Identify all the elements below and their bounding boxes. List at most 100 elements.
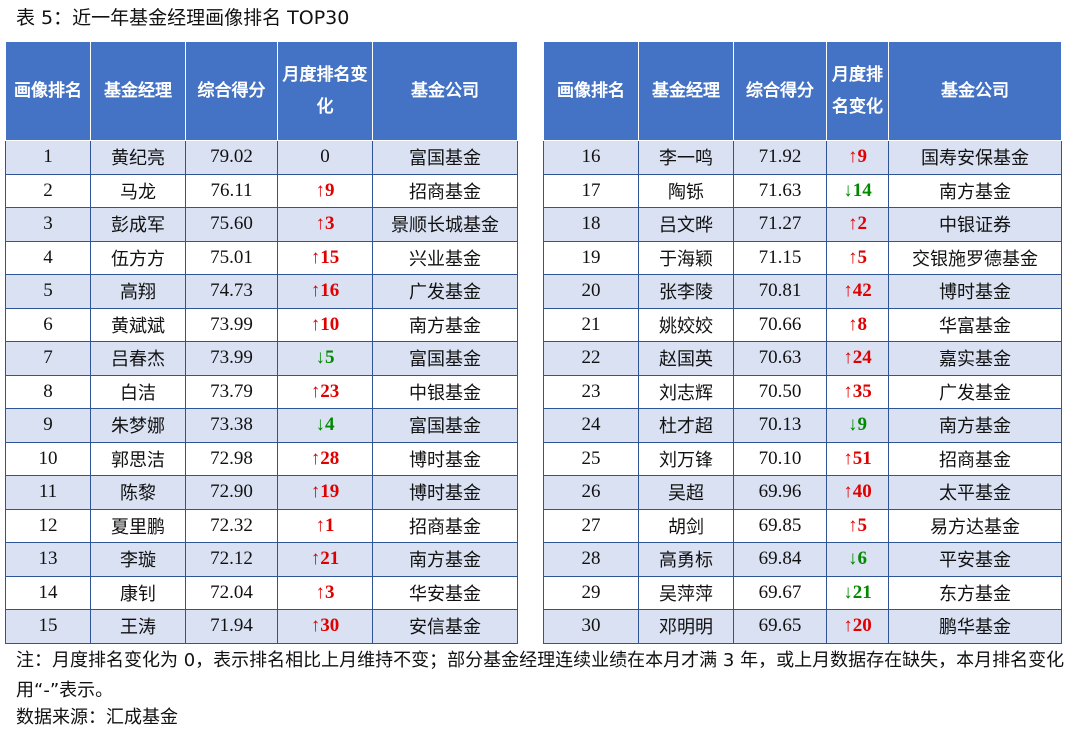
score-cell: 72.12	[185, 542, 278, 577]
manager-cell: 朱梦娜	[90, 408, 186, 443]
score-cell: 70.81	[733, 274, 827, 309]
col-header-company: 基金公司	[888, 41, 1062, 141]
col-header-manager: 基金经理	[638, 41, 734, 141]
score-cell: 73.99	[185, 341, 278, 376]
manager-cell: 张李陵	[638, 274, 734, 309]
rank-cell: 19	[543, 240, 639, 275]
rank-change-cell: ↑15	[277, 240, 373, 275]
score-cell: 70.10	[733, 441, 827, 476]
table-row: 19 于海颖 71.15 ↑5 交银施罗德基金	[543, 240, 1062, 275]
rank-cell: 17	[543, 173, 639, 208]
rank-cell: 11	[5, 475, 91, 510]
manager-cell: 高翔	[90, 274, 186, 309]
manager-cell: 夏里鹏	[90, 508, 186, 543]
score-cell: 72.32	[185, 508, 278, 543]
score-cell: 73.79	[185, 374, 278, 409]
rank-change-cell: ↑20	[826, 609, 889, 644]
table-row: 12 夏里鹏 72.32 ↑1 招商基金	[5, 508, 518, 543]
rank-change-cell: ↑19	[277, 475, 373, 510]
table-row: 17 陶铄 71.63 ↓14 南方基金	[543, 173, 1062, 208]
table-row: 26 吴超 69.96 ↑40 太平基金	[543, 475, 1062, 510]
table-row: 16 李一鸣 71.92 ↑9 国寿安保基金	[543, 140, 1062, 175]
table-row: 4 伍方方 75.01 ↑15 兴业基金	[5, 240, 518, 275]
rank-change-cell: ↑5	[826, 240, 889, 275]
company-cell: 交银施罗德基金	[888, 240, 1062, 275]
rank-cell: 24	[543, 408, 639, 443]
table-row: 21 姚姣姣 70.66 ↑8 华富基金	[543, 307, 1062, 342]
manager-cell: 陶铄	[638, 173, 734, 208]
table-row: 9 朱梦娜 73.38 ↓4 富国基金	[5, 408, 518, 443]
rank-cell: 25	[543, 441, 639, 476]
col-header-company: 基金公司	[372, 41, 518, 141]
rank-cell: 4	[5, 240, 91, 275]
table-row: 23 刘志辉 70.50 ↑35 广发基金	[543, 374, 1062, 409]
score-cell: 71.92	[733, 140, 827, 175]
manager-cell: 杜才超	[638, 408, 734, 443]
manager-cell: 刘万锋	[638, 441, 734, 476]
manager-cell: 王涛	[90, 609, 186, 644]
company-cell: 富国基金	[372, 408, 518, 443]
company-cell: 平安基金	[888, 542, 1062, 577]
company-cell: 鹏华基金	[888, 609, 1062, 644]
table-row: 8 白洁 73.79 ↑23 中银基金	[5, 374, 518, 409]
company-cell: 安信基金	[372, 609, 518, 644]
rank-change-cell: ↑35	[826, 374, 889, 409]
company-cell: 太平基金	[888, 475, 1062, 510]
company-cell: 广发基金	[372, 274, 518, 309]
company-cell: 博时基金	[372, 441, 518, 476]
rank-cell: 15	[5, 609, 91, 644]
col-header-change: 月度排名变化	[826, 41, 889, 141]
table-row: 2 马龙 76.11 ↑9 招商基金	[5, 173, 518, 208]
company-cell: 南方基金	[888, 408, 1062, 443]
company-cell: 南方基金	[372, 307, 518, 342]
table-caption: 表 5：近一年基金经理画像排名 TOP30	[16, 7, 350, 29]
score-cell: 71.15	[733, 240, 827, 275]
table-row: 22 赵国英 70.63 ↑24 嘉实基金	[543, 341, 1062, 376]
rank-cell: 26	[543, 475, 639, 510]
table-note: 注：月度排名变化为 0，表示排名相比上月维持不变；部分基金经理连续业绩在本月才满…	[16, 650, 1065, 701]
rank-cell: 3	[5, 207, 91, 242]
rank-change-cell: ↓5	[277, 341, 373, 376]
rank-cell: 7	[5, 341, 91, 376]
rank-cell: 9	[5, 408, 91, 443]
table-row: 28 高勇标 69.84 ↓6 平安基金	[543, 542, 1062, 577]
rank-change-cell: ↑3	[277, 207, 373, 242]
company-cell: 广发基金	[888, 374, 1062, 409]
score-cell: 69.65	[733, 609, 827, 644]
ranking-table-right: 画像排名 基金经理 综合得分 月度排名变化 基金公司 16 李一鸣 71.92 ↑9 国…	[543, 41, 1062, 644]
manager-cell: 白洁	[90, 374, 186, 409]
manager-cell: 邓明明	[638, 609, 734, 644]
company-cell: 华安基金	[372, 575, 518, 610]
company-cell: 南方基金	[372, 542, 518, 577]
manager-cell: 吕文晔	[638, 207, 734, 242]
manager-cell: 黄纪亮	[90, 140, 186, 175]
table-row: 24 杜才超 70.13 ↓9 南方基金	[543, 408, 1062, 443]
rank-change-cell: ↑1	[277, 508, 373, 543]
table-row: 10 郭思洁 72.98 ↑28 博时基金	[5, 441, 518, 476]
rank-change-cell: ↑10	[277, 307, 373, 342]
score-cell: 71.94	[185, 609, 278, 644]
rank-cell: 20	[543, 274, 639, 309]
company-cell: 华富基金	[888, 307, 1062, 342]
data-source: 数据来源：汇成基金	[16, 707, 178, 728]
manager-cell: 吴超	[638, 475, 734, 510]
col-header-score: 综合得分	[733, 41, 827, 141]
manager-cell: 陈黎	[90, 475, 186, 510]
table-row: 15 王涛 71.94 ↑30 安信基金	[5, 609, 518, 644]
col-header-change: 月度排名变化	[277, 41, 373, 141]
table-row: 1 黄纪亮 79.02 0 富国基金	[5, 140, 518, 175]
score-cell: 72.90	[185, 475, 278, 510]
rank-change-cell: ↑40	[826, 475, 889, 510]
table-row: 14 康钊 72.04 ↑3 华安基金	[5, 575, 518, 610]
rank-cell: 22	[543, 341, 639, 376]
table-row: 11 陈黎 72.90 ↑19 博时基金	[5, 475, 518, 510]
company-cell: 招商基金	[372, 173, 518, 208]
manager-cell: 彭成军	[90, 207, 186, 242]
score-cell: 69.96	[733, 475, 827, 510]
manager-cell: 高勇标	[638, 542, 734, 577]
company-cell: 兴业基金	[372, 240, 518, 275]
manager-cell: 姚姣姣	[638, 307, 734, 342]
col-header-score: 综合得分	[185, 41, 278, 141]
rank-change-cell: ↑30	[277, 609, 373, 644]
col-header-rank: 画像排名	[5, 41, 91, 141]
